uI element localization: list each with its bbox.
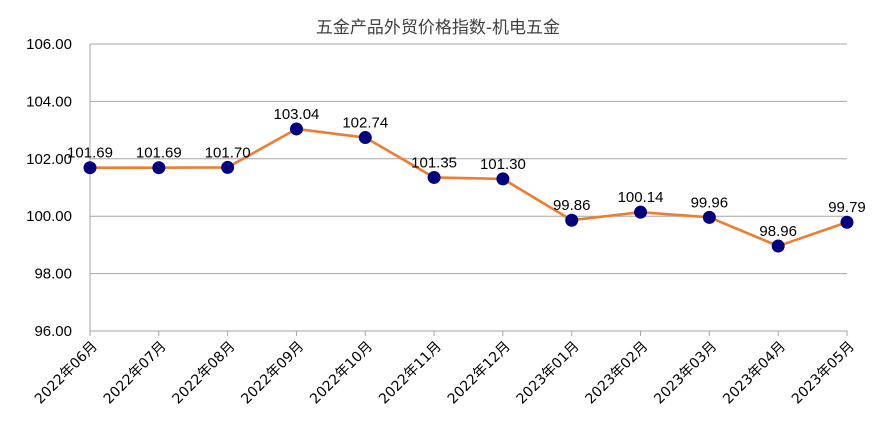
x-tick-label: 2022年11月 — [376, 339, 445, 408]
x-tick-label: 2023年04月 — [720, 339, 789, 408]
data-label: 101.70 — [205, 144, 251, 161]
x-axis-ticks: 2022年06月 2022年07月 2022年08月 2022年09月 2022年10月… — [32, 331, 858, 407]
data-point — [221, 160, 235, 174]
series-line-group — [90, 127, 848, 248]
data-label: 98.96 — [759, 223, 797, 240]
x-tick-label: 2023年05月 — [789, 339, 858, 408]
data-label: 99.79 — [828, 199, 866, 216]
data-label: 102.74 — [342, 115, 388, 132]
y-tick-label: 106.00 — [26, 36, 72, 53]
y-tick-label: 104.00 — [26, 93, 72, 110]
x-tick-label: 2022年06月 — [32, 339, 101, 408]
data-label: 101.35 — [411, 154, 457, 171]
x-tick-label: 2023年02月 — [582, 339, 651, 408]
data-label: 101.69 — [136, 145, 182, 162]
x-tick-label: 2022年09月 — [238, 339, 307, 408]
data-point — [496, 172, 510, 186]
y-tick-label: 98.00 — [34, 266, 72, 283]
y-axis-ticks: 96.00 98.00 100.00 102.00 104.00 106.00 — [26, 36, 72, 340]
y-tick-label: 96.00 — [34, 323, 72, 340]
x-tick-label: 2023年01月 — [514, 339, 583, 408]
series-line — [90, 127, 848, 248]
data-points — [83, 122, 854, 253]
x-tick-label: 2022年12月 — [445, 339, 514, 408]
data-point — [702, 210, 716, 224]
data-label: 101.30 — [480, 156, 526, 173]
chart-title: 五金产品外贸价格指数-机电五金 — [316, 18, 560, 38]
x-tick-label: 2022年07月 — [101, 339, 170, 408]
gridlines — [89, 43, 847, 332]
data-point — [289, 122, 303, 136]
x-tick-label: 2023年03月 — [651, 339, 720, 408]
data-label: 101.69 — [67, 145, 113, 162]
data-point — [634, 205, 648, 219]
data-label: 103.04 — [274, 106, 320, 123]
data-point — [565, 213, 579, 227]
data-label: 99.86 — [553, 197, 591, 214]
data-point — [840, 215, 854, 229]
data-point — [427, 170, 441, 184]
data-label: 99.96 — [691, 194, 729, 211]
x-tick-label: 2022年10月 — [307, 339, 376, 408]
data-label: 100.14 — [618, 189, 664, 206]
data-point — [771, 239, 785, 253]
y-tick-label: 102.00 — [26, 151, 72, 168]
data-point — [83, 161, 97, 175]
y-tick-label: 100.00 — [26, 208, 72, 225]
data-labels: 101.69 101.69 101.70 103.04 102.74 101.35 101.… — [67, 106, 866, 240]
x-tick-label: 2022年08月 — [170, 339, 239, 408]
data-point — [152, 161, 166, 175]
data-point — [358, 131, 372, 145]
